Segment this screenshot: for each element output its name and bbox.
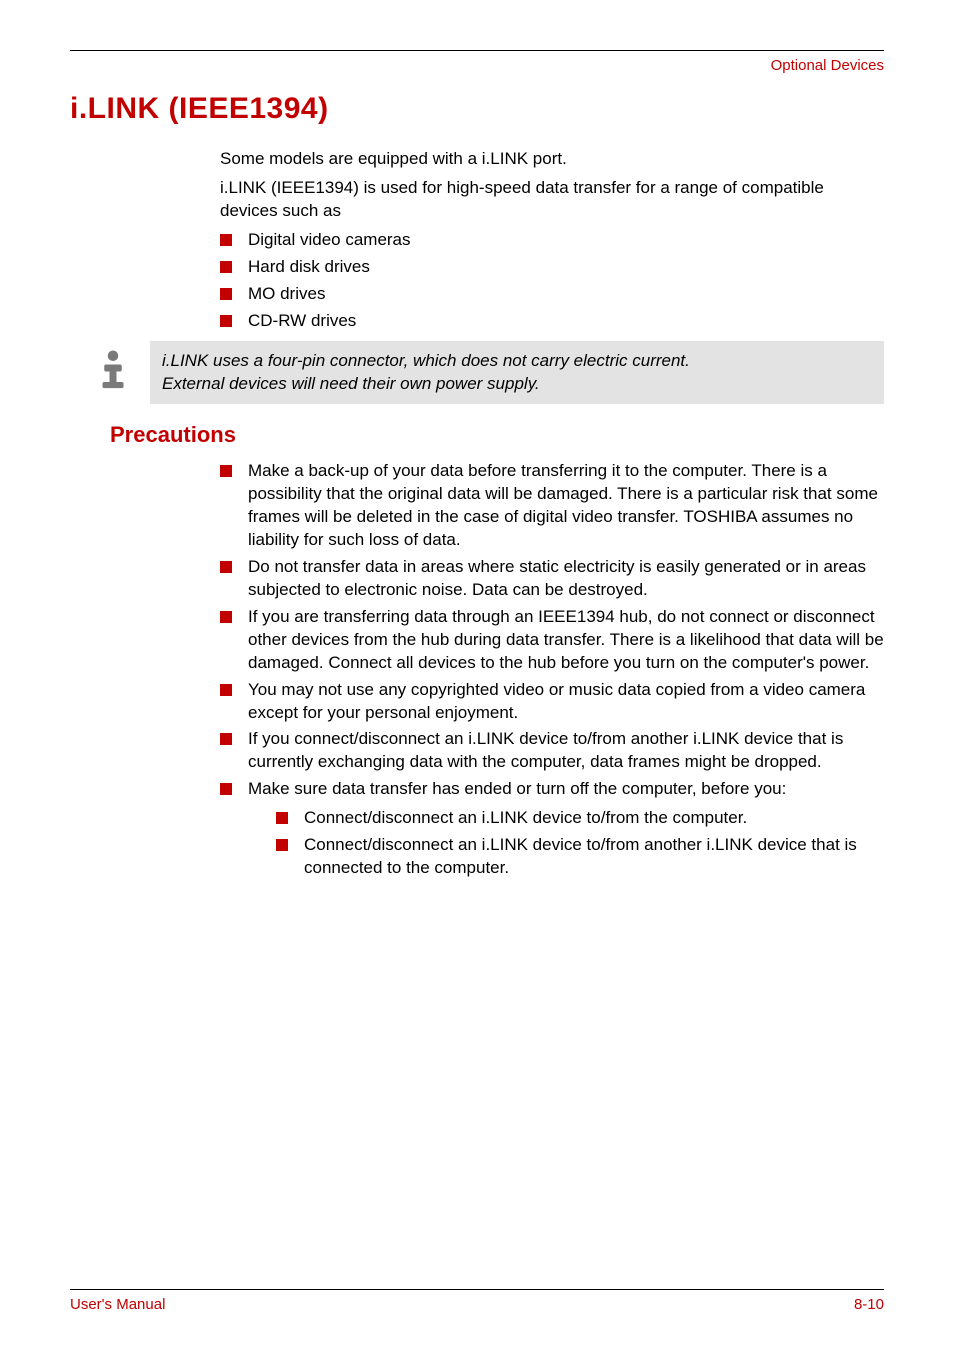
top-rule	[70, 50, 884, 51]
note-box: i.LINK uses a four-pin connector, which …	[150, 341, 884, 405]
list-item: CD-RW drives	[220, 310, 884, 333]
list-item: You may not use any copyrighted video or…	[220, 679, 884, 725]
page-title: i.LINK (IEEE1394)	[70, 92, 884, 126]
intro-list: Digital video cameras Hard disk drives M…	[220, 229, 884, 333]
intro-p2: i.LINK (IEEE1394) is used for high-speed…	[220, 177, 884, 223]
list-item: Make sure data transfer has ended or tur…	[220, 778, 884, 880]
list-item: Do not transfer data in areas where stat…	[220, 556, 884, 602]
list-item: Hard disk drives	[220, 256, 884, 279]
list-item: Digital video cameras	[220, 229, 884, 252]
note-line2: External devices will need their own pow…	[162, 372, 872, 396]
list-item: MO drives	[220, 283, 884, 306]
list-item: Make a back-up of your data before trans…	[220, 460, 884, 552]
intro-block: Some models are equipped with a i.LINK p…	[220, 148, 884, 333]
list-item: Connect/disconnect an i.LINK device to/f…	[276, 807, 884, 830]
precautions-sublist: Connect/disconnect an i.LINK device to/f…	[276, 807, 884, 880]
footer-left: User's Manual	[70, 1296, 165, 1313]
footer-right: 8-10	[854, 1296, 884, 1313]
note-line1: i.LINK uses a four-pin connector, which …	[162, 349, 872, 373]
list-item: If you connect/disconnect an i.LINK devi…	[220, 728, 884, 774]
list-item: Connect/disconnect an i.LINK device to/f…	[276, 834, 884, 880]
intro-p1: Some models are equipped with a i.LINK p…	[220, 148, 884, 171]
list-item: If you are transferring data through an …	[220, 606, 884, 675]
precautions-block: Make a back-up of your data before trans…	[220, 460, 884, 880]
info-icon	[92, 347, 134, 389]
header-section-label: Optional Devices	[70, 57, 884, 74]
page: Optional Devices i.LINK (IEEE1394) Some …	[0, 0, 954, 1349]
footer: User's Manual 8-10	[70, 1289, 884, 1313]
list-item-text: Make sure data transfer has ended or tur…	[248, 779, 786, 798]
precautions-list: Make a back-up of your data before trans…	[220, 460, 884, 880]
precautions-heading: Precautions	[110, 422, 884, 448]
